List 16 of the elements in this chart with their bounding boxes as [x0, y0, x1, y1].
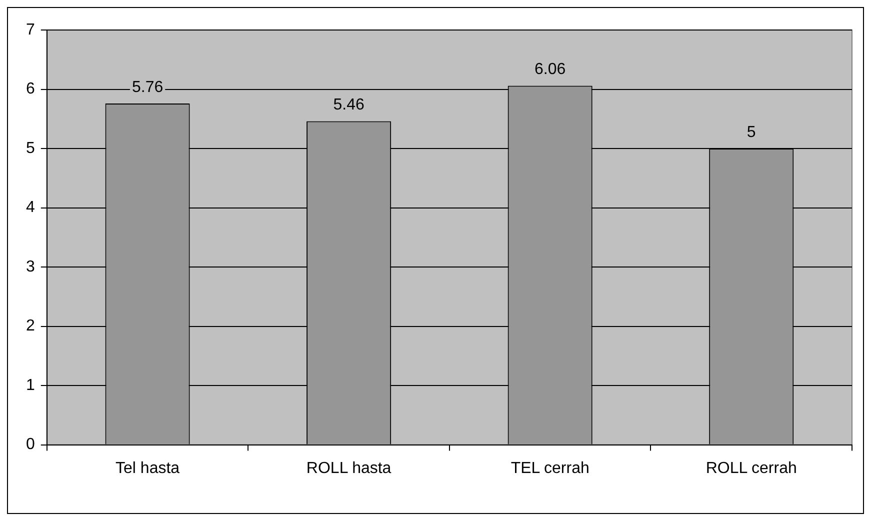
y-tick-label: 7	[26, 21, 35, 38]
y-tick-label: 6	[26, 80, 35, 98]
y-tick-label: 4	[26, 199, 35, 216]
data-label: 5.76	[132, 78, 164, 96]
x-tick-label: Tel hasta	[116, 460, 180, 477]
y-tick-label: 3	[26, 258, 35, 276]
x-tick-label: TEL cerrah	[510, 460, 590, 477]
data-label: 6.06	[534, 61, 566, 78]
x-tick-label: ROLL cerrah	[706, 460, 797, 477]
data-label: 5.46	[333, 96, 364, 114]
y-tick-label: 2	[26, 318, 35, 335]
data-label: 5	[746, 124, 756, 141]
y-tick-label: 5	[26, 140, 35, 157]
y-tick-label: 1	[26, 376, 35, 394]
x-tick-label: ROLL hasta	[306, 460, 392, 477]
y-tick-label: 0	[26, 436, 35, 454]
